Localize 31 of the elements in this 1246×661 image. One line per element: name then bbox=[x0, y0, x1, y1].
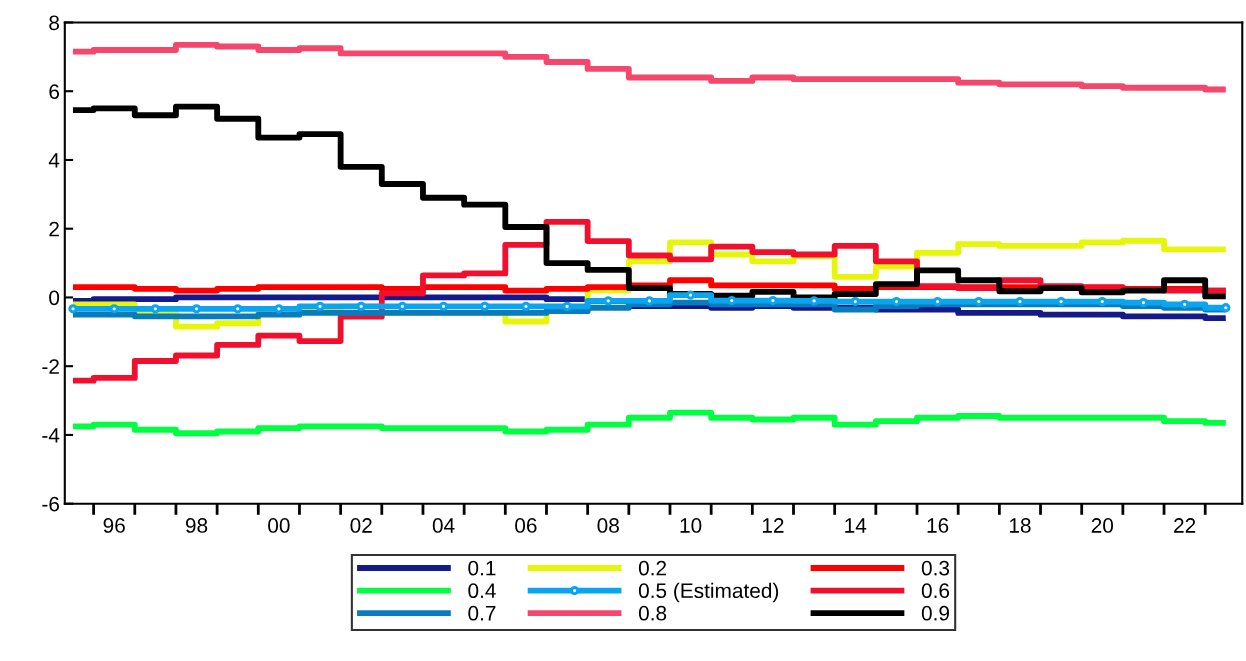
x-tick-label: 00 bbox=[268, 518, 290, 533]
x-tick-label: 06 bbox=[515, 518, 537, 533]
x-tick-label: 20 bbox=[1091, 518, 1114, 533]
legend-label: 0.4 bbox=[468, 583, 496, 599]
legend-label: 0.6 bbox=[921, 583, 950, 599]
legend-label: 0.5 (Estimated) bbox=[638, 582, 779, 603]
y-tick-label: -4 bbox=[42, 428, 60, 443]
x-tick-label: 02 bbox=[350, 518, 372, 533]
y-tick-label: 8 bbox=[49, 15, 60, 31]
x-tick-label: 18 bbox=[1009, 518, 1031, 533]
legend-label: 0.8 bbox=[638, 605, 667, 621]
y-tick-label: 0 bbox=[49, 290, 60, 306]
y-tick-label: -6 bbox=[42, 496, 60, 512]
y-tick-label: 2 bbox=[49, 221, 59, 237]
y-tick-label: 6 bbox=[49, 84, 60, 99]
legend-label: 0.1 bbox=[468, 560, 496, 576]
x-tick-label: 04 bbox=[432, 518, 455, 533]
x-tick-label: 98 bbox=[185, 518, 208, 533]
x-tick-label: 16 bbox=[927, 518, 949, 533]
legend-label: 0.3 bbox=[921, 560, 950, 576]
x-tick-label: 12 bbox=[762, 518, 784, 533]
legend-label: 0.2 bbox=[638, 560, 667, 576]
legend-label: 0.7 bbox=[468, 605, 496, 621]
y-tick-label: -2 bbox=[42, 359, 59, 374]
x-tick-label: 10 bbox=[680, 518, 702, 533]
x-tick-label: 96 bbox=[103, 518, 125, 533]
x-tick-label: 14 bbox=[845, 518, 867, 533]
y-tick-label: 4 bbox=[48, 153, 60, 168]
legend-label: 0.9 bbox=[921, 605, 949, 621]
x-tick-label: 08 bbox=[597, 518, 619, 533]
x-tick-label: 22 bbox=[1174, 518, 1196, 533]
